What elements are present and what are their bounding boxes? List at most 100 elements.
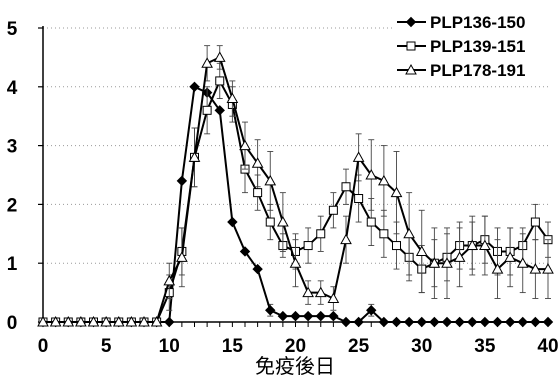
data-point bbox=[176, 175, 188, 187]
data-point bbox=[189, 81, 200, 93]
x-tick-label: 15 bbox=[222, 336, 244, 357]
data-point bbox=[415, 245, 428, 256]
data-point bbox=[163, 274, 176, 286]
data-point bbox=[327, 292, 340, 303]
data-point bbox=[517, 316, 528, 328]
data-point bbox=[227, 216, 238, 228]
data-point bbox=[542, 316, 554, 328]
data-point bbox=[328, 205, 338, 215]
x-tick-label: 10 bbox=[159, 336, 180, 357]
data-point bbox=[466, 239, 479, 251]
data-point bbox=[454, 316, 465, 328]
data-point bbox=[264, 174, 277, 186]
y-tick-label: 4 bbox=[7, 78, 18, 99]
data-point bbox=[516, 257, 529, 268]
legend-marker bbox=[405, 63, 417, 75]
data-point bbox=[392, 241, 401, 251]
data-point bbox=[378, 174, 390, 186]
data-point bbox=[239, 246, 251, 257]
data-point bbox=[491, 263, 504, 274]
data-point bbox=[429, 316, 440, 328]
x-tick-label: 25 bbox=[348, 336, 370, 357]
y-tick-label: 0 bbox=[7, 313, 18, 334]
y-tick-label: 5 bbox=[7, 19, 18, 40]
data-point bbox=[366, 305, 377, 316]
data-point bbox=[328, 310, 339, 322]
legend-label: PLP136-150 bbox=[430, 13, 525, 32]
tick-labels: 0 1 2 3 4 5 0 5 10 15 20 25 30 35 40 bbox=[7, 19, 559, 357]
legend-marker bbox=[405, 16, 417, 28]
data-point bbox=[87, 315, 100, 327]
data-point bbox=[277, 216, 289, 227]
x-tick-label: 20 bbox=[285, 336, 306, 357]
gridlines bbox=[43, 27, 548, 264]
data-point bbox=[428, 257, 441, 268]
data-point bbox=[365, 168, 378, 180]
data-point bbox=[479, 316, 491, 328]
data-point bbox=[479, 239, 491, 251]
x-tick-label: 0 bbox=[38, 336, 49, 357]
data-point bbox=[441, 257, 453, 268]
data-point bbox=[112, 315, 125, 327]
data-point bbox=[341, 182, 351, 192]
data-point bbox=[530, 217, 540, 227]
legend-marker bbox=[406, 41, 416, 51]
data-point bbox=[542, 263, 554, 274]
legend: PLP136-150 PLP139-151 PLP178-191 bbox=[392, 4, 558, 84]
data-point bbox=[530, 316, 541, 328]
y-tick-label: 1 bbox=[7, 254, 18, 275]
data-point bbox=[416, 316, 427, 328]
data-point bbox=[202, 105, 212, 115]
data-point bbox=[441, 316, 453, 328]
data-point bbox=[138, 315, 150, 327]
data-point bbox=[403, 227, 415, 239]
data-point bbox=[302, 286, 314, 298]
data-point bbox=[529, 263, 542, 274]
data-point bbox=[252, 263, 263, 275]
data-point bbox=[213, 51, 226, 62]
data-point bbox=[302, 310, 314, 322]
series-layer bbox=[37, 45, 554, 328]
data-point bbox=[253, 188, 263, 198]
data-point bbox=[303, 241, 313, 251]
data-point bbox=[378, 316, 390, 328]
data-point bbox=[251, 157, 264, 168]
data-point bbox=[176, 251, 188, 262]
data-point bbox=[277, 310, 289, 322]
data-point bbox=[453, 251, 466, 262]
data-point bbox=[215, 76, 225, 86]
data-point bbox=[164, 316, 175, 328]
data-point bbox=[226, 92, 239, 104]
x-tick-label: 30 bbox=[411, 336, 432, 357]
data-point bbox=[289, 257, 302, 268]
data-point bbox=[150, 315, 163, 327]
y-tick-label: 3 bbox=[7, 137, 18, 158]
data-point bbox=[125, 315, 138, 327]
data-point bbox=[340, 316, 352, 328]
data-point bbox=[214, 105, 225, 116]
data-point bbox=[467, 316, 478, 328]
x-axis-title: 免疫後日 bbox=[255, 354, 335, 378]
data-point bbox=[390, 186, 403, 198]
data-point bbox=[315, 310, 326, 322]
data-point bbox=[340, 233, 352, 245]
data-point bbox=[100, 315, 112, 327]
data-point bbox=[316, 229, 326, 239]
data-point bbox=[353, 316, 364, 328]
data-point bbox=[49, 315, 62, 327]
data-point bbox=[239, 139, 251, 151]
data-point bbox=[492, 316, 503, 328]
data-point bbox=[265, 217, 275, 227]
legend-label: PLP139-151 bbox=[430, 37, 525, 56]
data-point bbox=[188, 151, 201, 162]
data-point bbox=[354, 194, 364, 204]
data-point bbox=[201, 57, 213, 68]
x-tick-label: 40 bbox=[537, 336, 558, 357]
data-point bbox=[504, 251, 516, 262]
data-point bbox=[75, 315, 87, 327]
data-point bbox=[391, 316, 402, 328]
data-point bbox=[314, 286, 327, 298]
series-plp178-191 bbox=[37, 45, 554, 327]
data-point bbox=[403, 316, 415, 328]
